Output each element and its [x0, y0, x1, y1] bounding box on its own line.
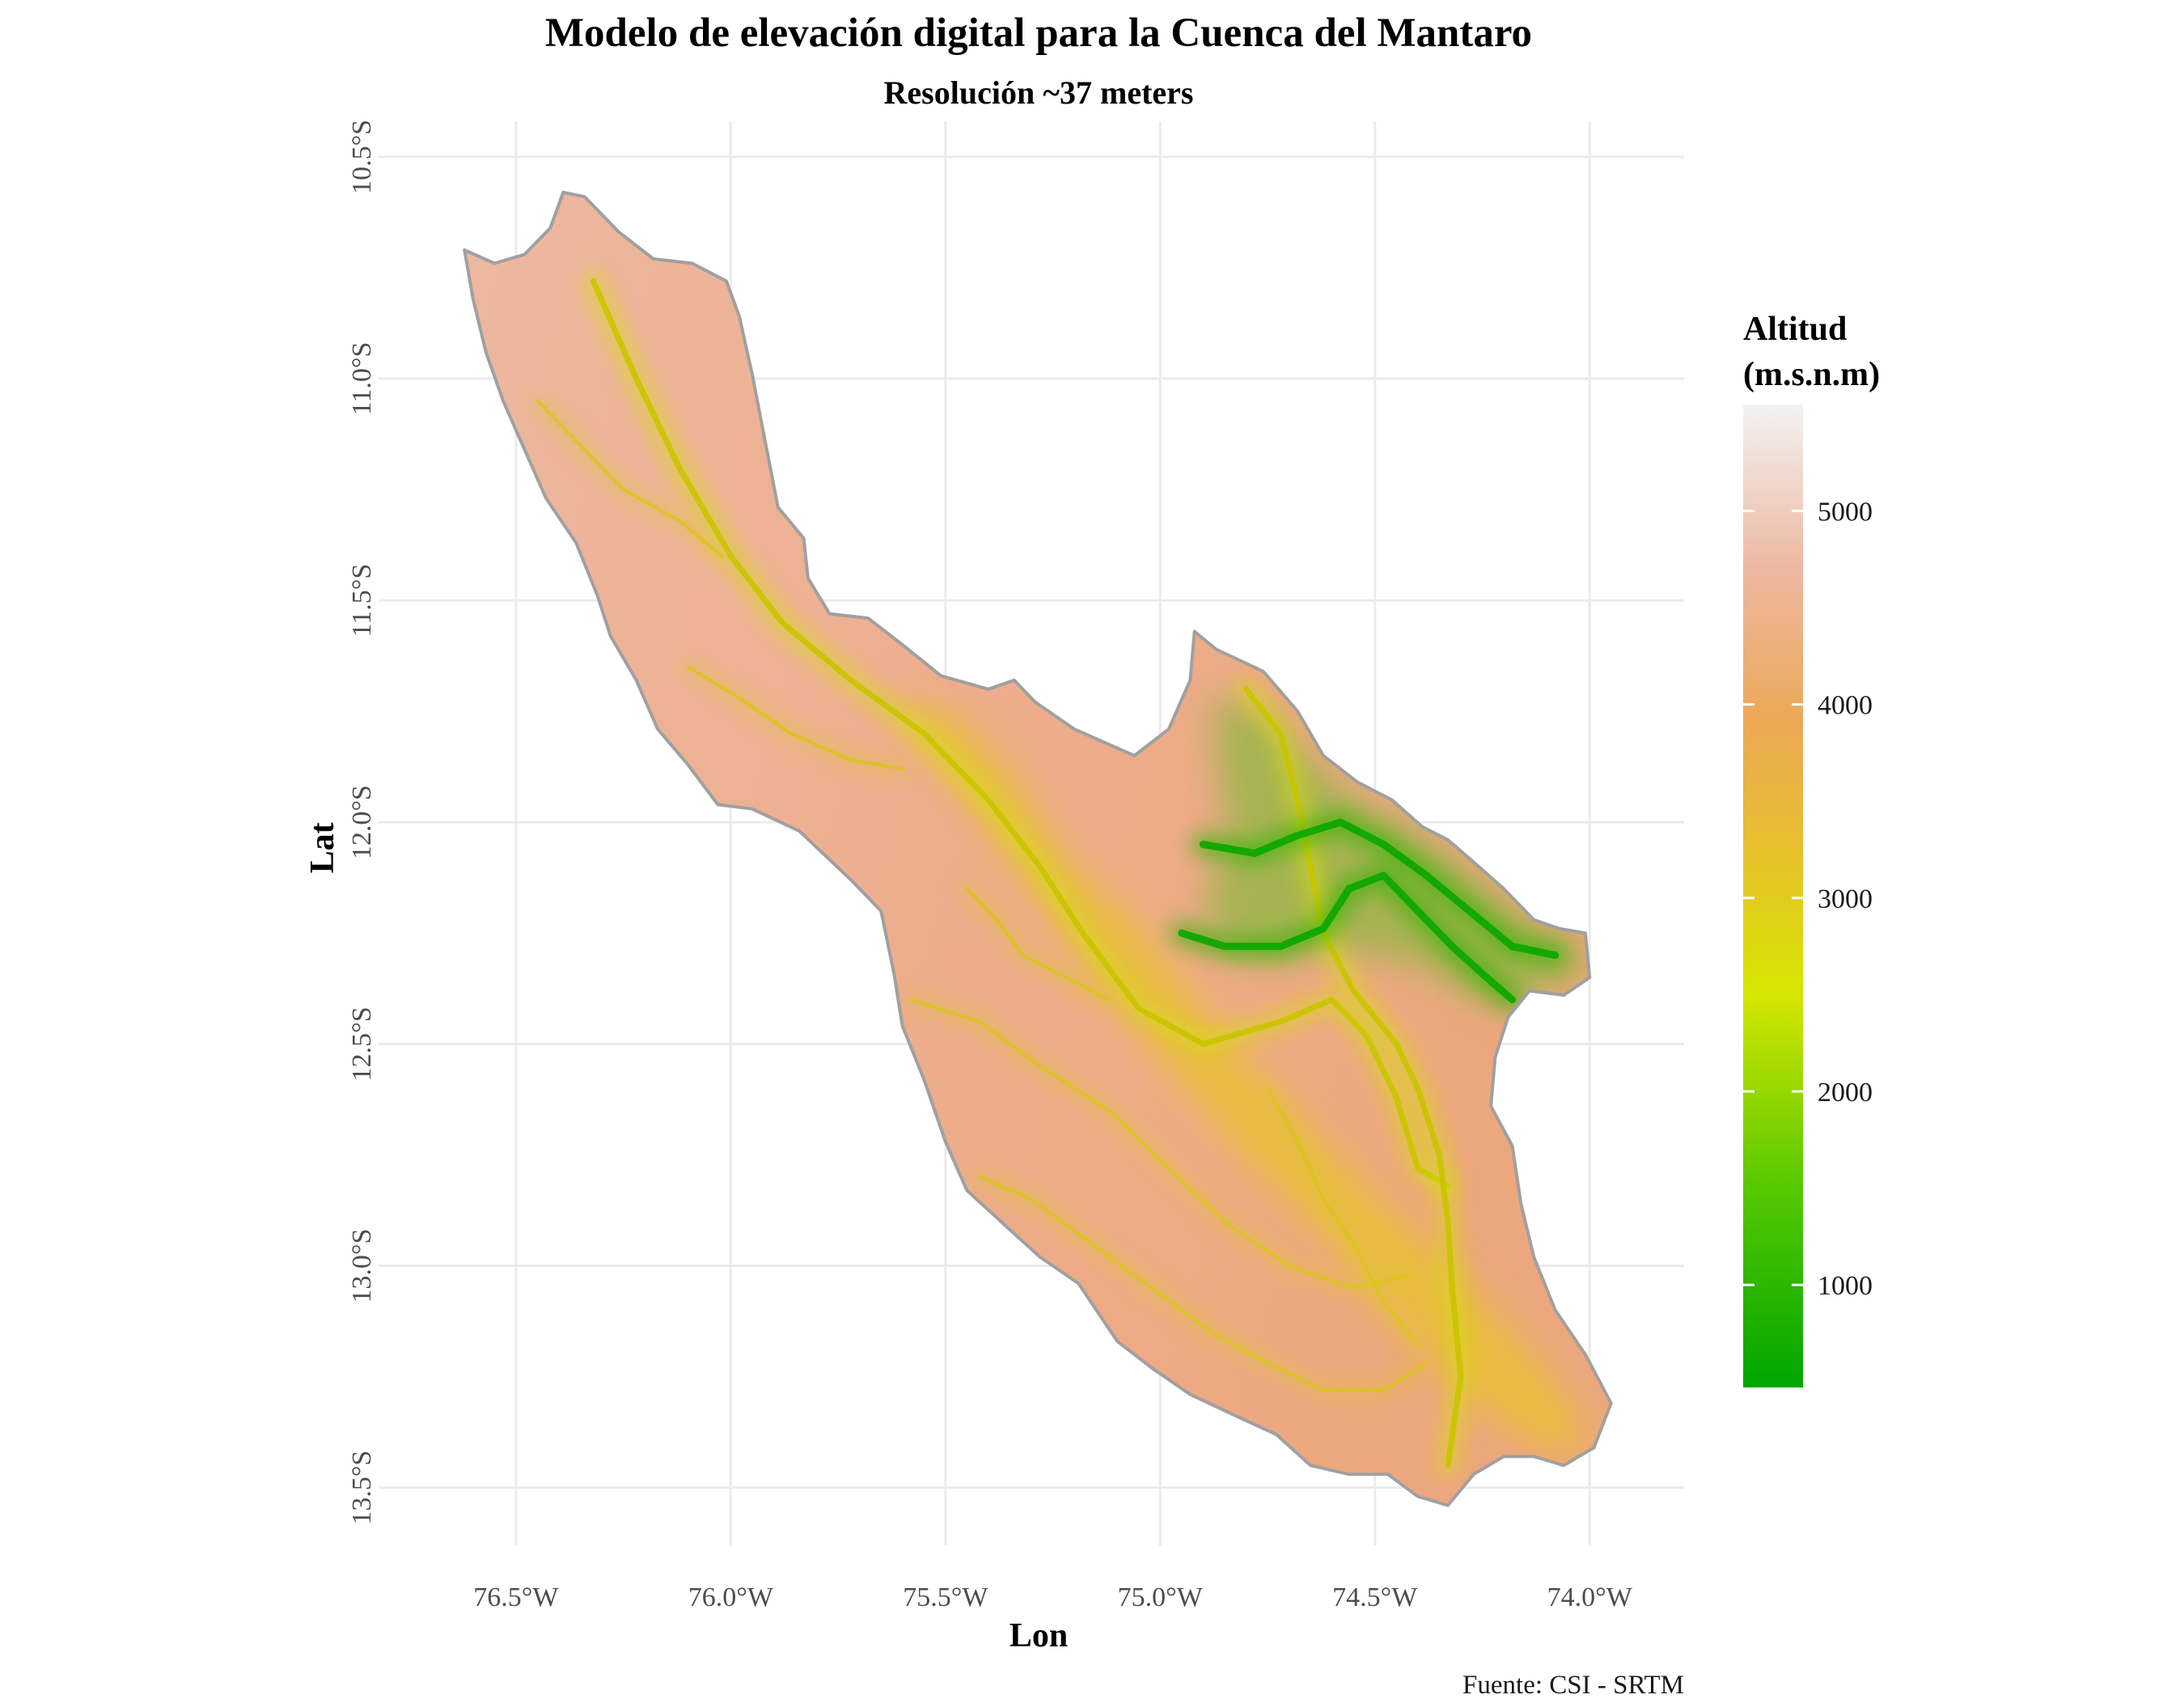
y-tick-label: 12.5°S — [347, 1006, 377, 1081]
y-tick-label: 11.5°S — [347, 564, 377, 638]
x-tick-label: 76.0°W — [688, 1582, 774, 1612]
y-tick-label: 13.0°S — [347, 1229, 377, 1303]
x-tick-label: 74.0°W — [1547, 1582, 1633, 1612]
x-axis-title: Lon — [1009, 1617, 1068, 1654]
legend-tick-label: 5000 — [1818, 498, 1873, 527]
valley-elevation-zone — [894, 697, 1590, 1452]
map-title: Modelo de elevación digital para la Cuen… — [545, 11, 1532, 56]
x-tick-label: 75.0°W — [1118, 1582, 1204, 1612]
y-tick-label: 13.5°S — [347, 1451, 377, 1525]
y-axis-title: Lat — [304, 822, 341, 873]
x-axis-ticks: 76.5°W 76.0°W 75.5°W 75.0°W 74.5°W 74.0°W — [473, 1582, 1632, 1612]
legend-tick-label: 3000 — [1818, 884, 1873, 914]
river-line — [965, 887, 1111, 1002]
x-tick-label: 74.5°W — [1332, 1582, 1418, 1612]
y-tick-label: 12.0°S — [347, 785, 377, 859]
basin-boundary — [463, 190, 1613, 1507]
legend-tick-label: 2000 — [1818, 1078, 1873, 1108]
map-caption: Fuente: CSI - SRTM — [1462, 1671, 1684, 1699]
legend-tick-label: 1000 — [1818, 1271, 1873, 1301]
legend-title-line2: (m.s.n.m) — [1743, 356, 1880, 393]
river-line — [686, 665, 904, 771]
legend-colorbar — [1743, 405, 1803, 1387]
river-line — [909, 998, 1412, 1290]
river-line — [1199, 818, 1560, 960]
x-tick-label: 75.5°W — [903, 1582, 988, 1612]
river-line — [1243, 686, 1464, 1468]
altitude-legend: Altitud (m.s.n.m) 5000 4000 3000 2000 1000 — [1743, 311, 1880, 1387]
x-tick-label: 76.5°W — [473, 1582, 559, 1612]
map-subtitle: Resolución ~37 meters — [884, 74, 1194, 111]
river-line — [978, 1175, 1428, 1392]
y-tick-label: 11.0°S — [347, 342, 377, 416]
river-line — [1266, 1087, 1420, 1348]
legend-title-line1: Altitud — [1743, 311, 1847, 348]
river-line — [535, 399, 724, 558]
legend-ticks: 5000 4000 3000 2000 1000 — [1743, 498, 1873, 1301]
legend-tick-label: 4000 — [1818, 691, 1873, 721]
river-line — [1178, 871, 1517, 1004]
river-network — [531, 270, 1568, 1476]
river-line — [590, 277, 1451, 1189]
y-tick-label: 10.5°S — [347, 120, 377, 194]
basin-elevation-raster — [463, 190, 1613, 1507]
y-axis-ticks: 10.5°S 11.0°S 11.5°S 12.0°S 12.5°S 13.0°S 13.5… — [347, 120, 377, 1525]
